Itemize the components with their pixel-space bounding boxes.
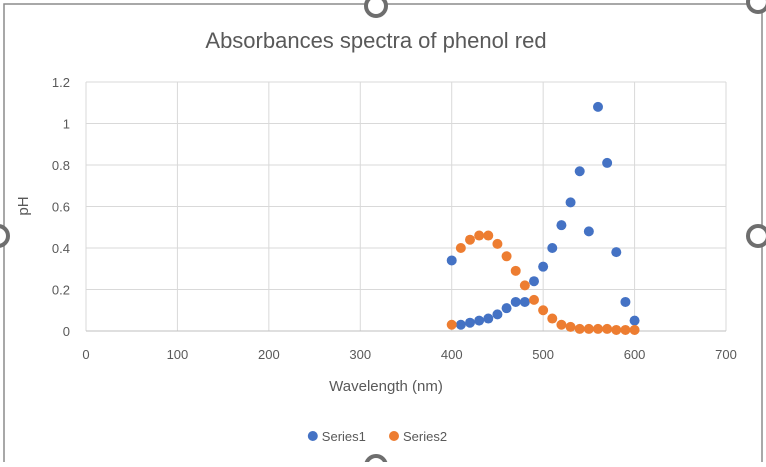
data-point xyxy=(446,255,457,266)
data-point xyxy=(538,261,549,272)
x-tick-label: 700 xyxy=(715,347,737,362)
data-point xyxy=(483,313,494,324)
y-tick-label: 0.2 xyxy=(52,283,70,298)
data-point xyxy=(465,317,475,328)
data-point xyxy=(556,220,567,231)
data-point xyxy=(446,319,457,330)
data-point xyxy=(565,197,576,208)
legend-label: Series1 xyxy=(322,429,366,444)
data-point xyxy=(620,296,631,307)
data-point xyxy=(565,321,576,332)
x-tick-label: 200 xyxy=(258,347,280,362)
resize-handle[interactable] xyxy=(0,224,10,248)
legend-marker xyxy=(307,431,318,441)
x-tick-label: 100 xyxy=(167,347,189,362)
data-point xyxy=(501,251,512,262)
data-point xyxy=(455,243,466,253)
data-point xyxy=(593,323,603,334)
data-point xyxy=(583,226,594,237)
legend-label: Series2 xyxy=(403,429,447,444)
data-point xyxy=(465,234,475,245)
data-point xyxy=(556,319,567,330)
data-point xyxy=(510,296,521,307)
y-tick-label: 1 xyxy=(63,117,70,132)
data-point xyxy=(492,238,503,249)
data-point xyxy=(455,319,466,330)
data-point xyxy=(501,303,512,314)
data-point xyxy=(519,280,530,291)
data-point xyxy=(547,313,558,324)
y-tick-label: 0.8 xyxy=(52,158,70,173)
resize-handle[interactable] xyxy=(746,224,766,248)
data-point xyxy=(474,315,485,326)
data-point xyxy=(574,166,585,177)
y-tick-label: 1.2 xyxy=(52,75,70,90)
data-point xyxy=(547,243,558,253)
data-point xyxy=(483,230,494,241)
data-point xyxy=(529,294,539,305)
data-point xyxy=(629,315,640,326)
resize-handle[interactable] xyxy=(364,454,388,467)
x-tick-label: 300 xyxy=(349,347,371,362)
data-point xyxy=(593,101,603,112)
data-point xyxy=(620,324,631,335)
x-axis-label: Wavelength (nm) xyxy=(329,378,443,395)
data-point xyxy=(492,309,503,320)
chart-title: Absorbances spectra of phenol red xyxy=(205,28,546,53)
y-tick-label: 0.4 xyxy=(52,241,70,256)
x-tick-label: 500 xyxy=(532,347,554,362)
y-tick-label: 0 xyxy=(63,324,70,339)
data-point xyxy=(602,157,613,168)
data-point xyxy=(602,323,613,334)
data-point xyxy=(574,323,585,334)
resize-handle[interactable] xyxy=(746,0,766,14)
data-point xyxy=(611,247,622,258)
x-tick-label: 400 xyxy=(441,347,463,362)
x-tick-label: 600 xyxy=(624,347,646,362)
data-point xyxy=(529,276,539,287)
y-tick-label: 0.6 xyxy=(52,200,70,215)
y-axis-label: pH xyxy=(15,196,32,215)
data-point xyxy=(611,324,622,335)
legend-marker xyxy=(389,431,399,441)
data-point xyxy=(629,324,640,335)
resize-handle[interactable] xyxy=(364,0,388,18)
data-point xyxy=(510,265,521,276)
data-point xyxy=(474,230,485,241)
data-point xyxy=(583,323,594,334)
data-point xyxy=(538,305,549,316)
x-tick-label: 0 xyxy=(82,347,89,362)
data-point xyxy=(519,296,530,307)
